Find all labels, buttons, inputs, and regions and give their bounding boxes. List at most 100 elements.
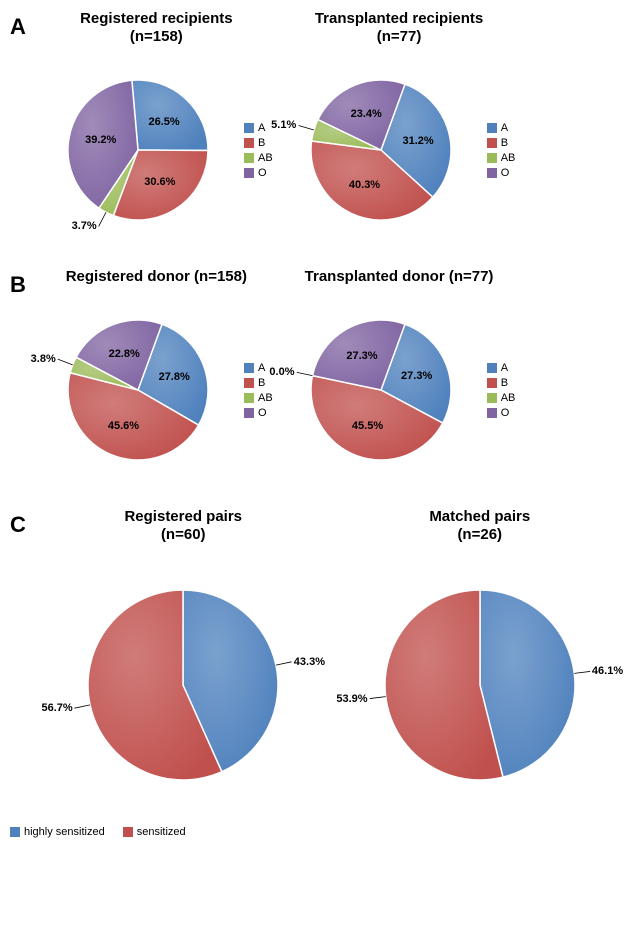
- chart-b-left-title: Registered donor (n=158): [66, 268, 247, 286]
- legend-label: A: [501, 362, 508, 374]
- legend-swatch: [487, 408, 497, 418]
- legend-item: B: [487, 377, 516, 389]
- legend-label: A: [501, 122, 508, 134]
- slice-label: 46.1%: [592, 665, 623, 677]
- legend-item: B: [244, 377, 273, 389]
- legend-swatch: [244, 378, 254, 388]
- legend-label: B: [501, 137, 508, 149]
- legend-item: O: [487, 167, 516, 179]
- legend-label: O: [258, 167, 267, 179]
- legend-item: B: [487, 137, 516, 149]
- legend-a-right: AB AB O: [487, 122, 516, 179]
- panel-letter-a: A: [10, 10, 40, 40]
- pie-a-left: 26.5% 30.6% 3.7% 39.2%: [40, 52, 236, 248]
- legend-item: A: [244, 122, 273, 134]
- legend-item: B: [244, 137, 273, 149]
- pie-a-right: 31.2%40.3%5.1%23.4%: [283, 52, 479, 248]
- slice-label: 31.2%: [402, 135, 433, 147]
- chart-b-left: Registered donor (n=158) 27.8%45.6%3.8%2…: [40, 268, 273, 488]
- slice-label: 40.3%: [349, 179, 380, 191]
- pie-b-right: 27.3%45.5%0.0%27.3%: [283, 292, 479, 488]
- slice-label: 30.6%: [144, 176, 175, 188]
- slice-label: 43.3%: [294, 656, 325, 668]
- slice-label: 5.1%: [271, 119, 296, 131]
- legend-swatch: [487, 378, 497, 388]
- legend-b-left: AB AB O: [244, 362, 273, 419]
- panel-b-row: Registered donor (n=158) 27.8%45.6%3.8%2…: [40, 268, 623, 488]
- legend-swatch: [244, 408, 254, 418]
- slice-label: 53.9%: [336, 693, 367, 705]
- legend-label: B: [258, 377, 265, 389]
- legend-item: A: [487, 122, 516, 134]
- legend-swatch: [487, 123, 497, 133]
- legend-item: AB: [244, 152, 273, 164]
- legend-swatch: [244, 393, 254, 403]
- panel-letter-c: C: [10, 508, 40, 820]
- legend-label: B: [258, 137, 265, 149]
- slice-label: 0.0%: [269, 366, 294, 378]
- legend-swatch: [244, 363, 254, 373]
- legend-label: O: [501, 407, 510, 419]
- legend-swatch: [244, 168, 254, 178]
- legend-swatch: [244, 153, 254, 163]
- slice-label: 22.8%: [109, 348, 140, 360]
- legend-label: O: [258, 407, 267, 419]
- pie-b-left: 27.8%45.6%3.8%22.8%: [40, 292, 236, 488]
- panel-a: A Registered recipients (n=158) 26.5% 30.…: [10, 10, 623, 248]
- slice-label: 23.4%: [351, 108, 382, 120]
- legend-swatch: [10, 827, 20, 837]
- slice-label: 26.5%: [148, 116, 179, 128]
- panel-b: B Registered donor (n=158) 27.8% 45.6% 3.8…: [10, 268, 623, 488]
- legend-label: A: [258, 362, 265, 374]
- legend-swatch: [487, 393, 497, 403]
- legend-item: AB: [244, 392, 273, 404]
- pie-c-right: 46.1%53.9%: [345, 550, 615, 820]
- chart-c-right-title: Matched pairs (n=26): [429, 508, 530, 544]
- legend-label: highly sensitized: [24, 826, 105, 838]
- legend-item: highly sensitized: [10, 826, 105, 838]
- legend-item: A: [244, 362, 273, 374]
- legend-label: A: [258, 122, 265, 134]
- chart-b-right-title: Transplanted donor (n=77): [305, 268, 494, 286]
- panel-letter-b: B: [10, 268, 40, 298]
- legend-swatch: [244, 138, 254, 148]
- legend-item: A: [487, 362, 516, 374]
- legend-a-left: AB AB O: [244, 122, 273, 179]
- chart-c-left-title: Registered pairs (n=60): [124, 508, 242, 544]
- chart-a-right: Transplanted recipients (n=77) 31.2% 40.3…: [283, 10, 516, 248]
- legend-item: O: [244, 167, 273, 179]
- slice-label: 39.2%: [85, 134, 116, 146]
- slice-label: 27.8%: [159, 371, 190, 383]
- legend-item: O: [244, 407, 273, 419]
- slice-label: 3.7%: [72, 220, 97, 232]
- slice-label: 27.3%: [401, 370, 432, 382]
- legend-label: O: [501, 167, 510, 179]
- panel-c-row: Registered pairs (n=60) 43.3%56.7% Match…: [40, 508, 623, 820]
- legend-item: AB: [487, 392, 516, 404]
- legend-label: AB: [501, 392, 516, 404]
- legend-label: AB: [501, 152, 516, 164]
- legend-item: O: [487, 407, 516, 419]
- legend-swatch: [487, 153, 497, 163]
- chart-a-left-title: Registered recipients (n=158): [80, 10, 233, 46]
- chart-a-right-title: Transplanted recipients (n=77): [315, 10, 483, 46]
- legend-label: AB: [258, 392, 273, 404]
- slice-label: 3.8%: [31, 353, 56, 365]
- legend-item: sensitized: [123, 826, 186, 838]
- legend-c: highly sensitized sensitized: [10, 826, 186, 838]
- chart-b-right: Transplanted donor (n=77) 27.3%45.5%0.0%…: [283, 268, 516, 488]
- legend-item: AB: [487, 152, 516, 164]
- slice-label: 56.7%: [41, 702, 72, 714]
- legend-swatch: [487, 168, 497, 178]
- legend-swatch: [244, 123, 254, 133]
- legend-b-right: AB AB O: [487, 362, 516, 419]
- legend-swatch: [487, 363, 497, 373]
- legend-swatch: [487, 138, 497, 148]
- slice-label: 45.5%: [352, 420, 383, 432]
- legend-label: B: [501, 377, 508, 389]
- legend-swatch: [123, 827, 133, 837]
- pie-c-left: 43.3%56.7%: [48, 550, 318, 820]
- chart-c-right: Matched pairs (n=26) 46.1%53.9%: [345, 508, 615, 820]
- slice-label: 45.6%: [108, 420, 139, 432]
- legend-label: sensitized: [137, 826, 186, 838]
